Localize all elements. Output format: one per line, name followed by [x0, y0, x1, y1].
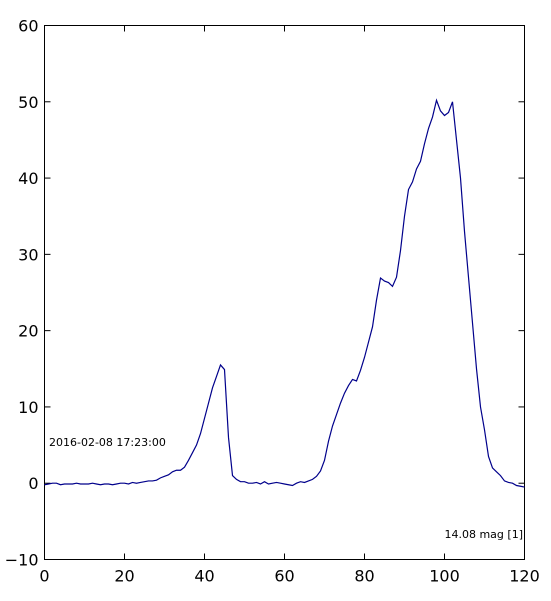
x-tick-label: 0	[39, 567, 49, 586]
x-tick-label: 40	[194, 567, 214, 586]
y-tick-label: 30	[18, 245, 38, 264]
y-tick-label: 10	[18, 398, 38, 417]
y-axis: −10 0 10 20 30 40 50 60	[5, 17, 525, 570]
series-line	[44, 98, 525, 488]
magnitude-annotation: 14.08 mag [1]	[444, 528, 523, 541]
y-tick-label: −10	[5, 551, 39, 570]
y-tick-label: 60	[18, 17, 38, 36]
y-tick-label: 0	[28, 474, 38, 493]
timestamp-annotation: 2016-02-08 17:23:00	[49, 436, 166, 449]
x-tick-label: 60	[274, 567, 294, 586]
x-tick-label: 100	[429, 567, 460, 586]
x-tick-label: 20	[114, 567, 134, 586]
x-axis: 0 20 40 60 80 100 120	[39, 25, 540, 586]
y-tick-label: 40	[18, 169, 38, 188]
y-tick-label: 50	[18, 93, 38, 112]
x-tick-label: 80	[354, 567, 374, 586]
x-tick-label: 120	[509, 567, 540, 586]
y-tick-label: 20	[18, 322, 38, 341]
